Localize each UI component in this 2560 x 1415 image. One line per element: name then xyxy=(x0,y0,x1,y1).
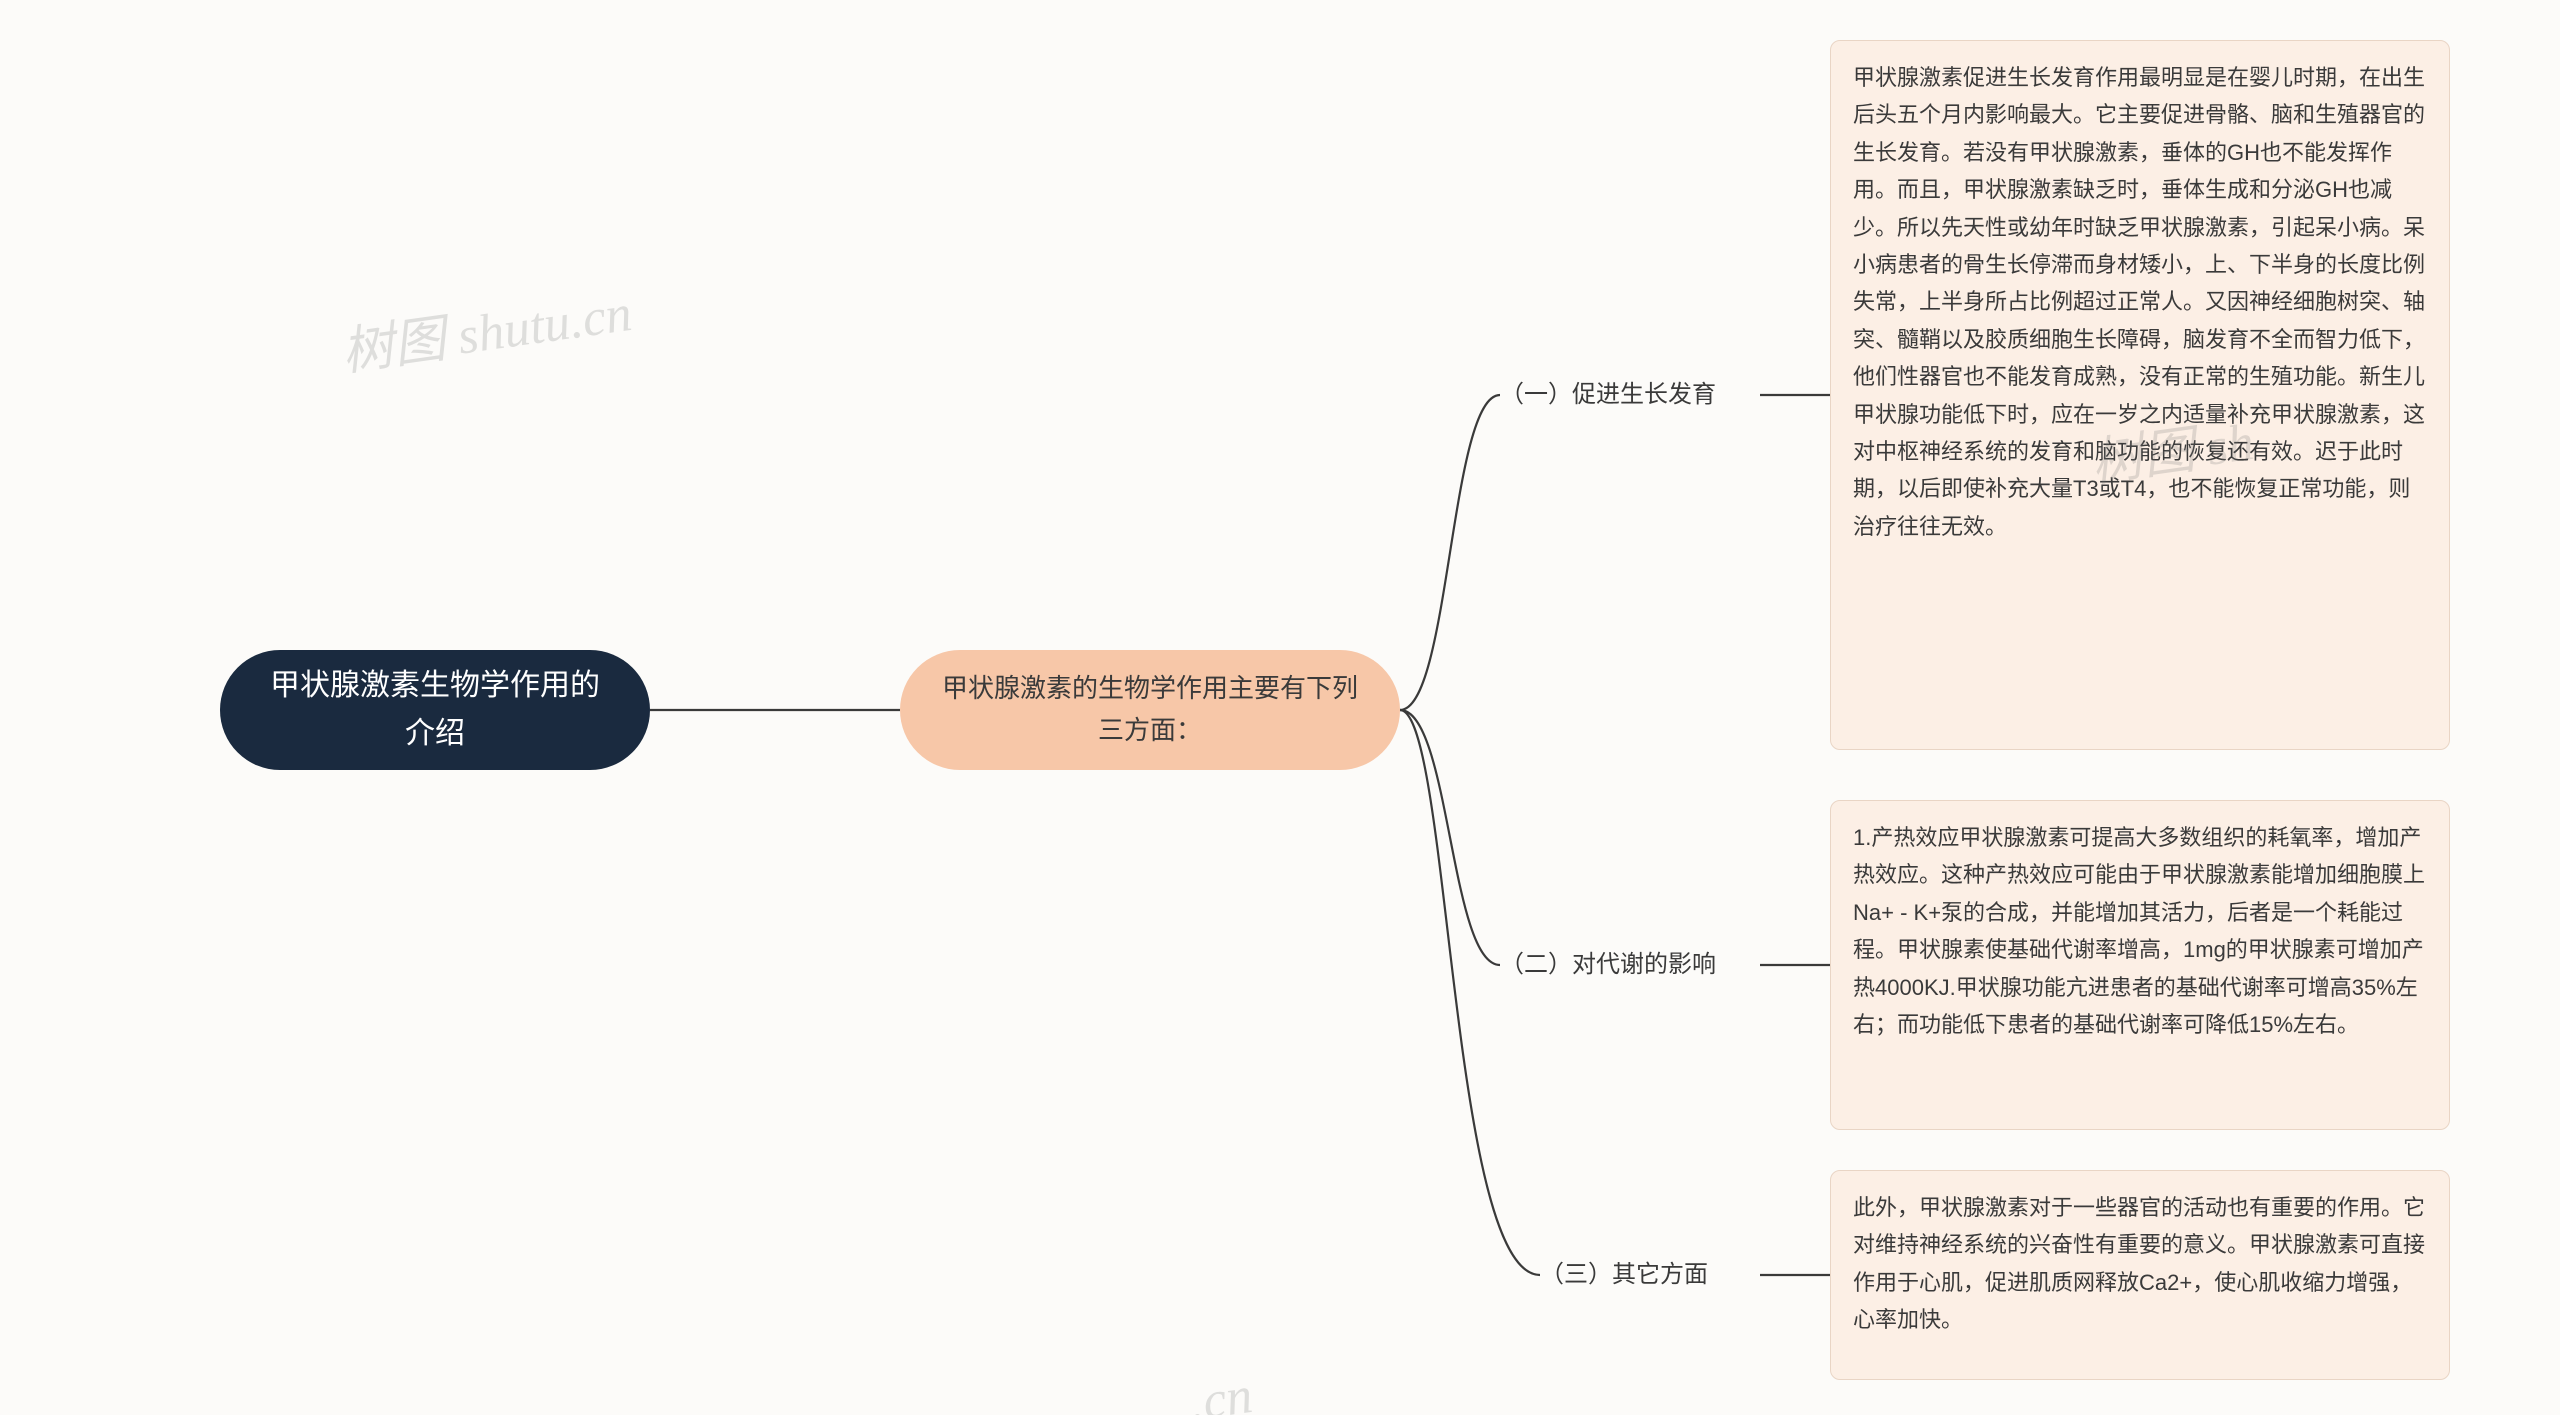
watermark-3: .cn xyxy=(1186,1366,1256,1415)
branch-1-label[interactable]: （一）促进生长发育 xyxy=(1500,370,1760,420)
edge-l1-branch2 xyxy=(1400,710,1500,965)
branch-2-detail-text: 1.产热效应甲状腺激素可提高大多数组织的耗氧率，增加产热效应。这种产热效应可能由… xyxy=(1853,819,2427,1043)
edge-l1-branch1 xyxy=(1400,395,1500,710)
edge-l1-branch3 xyxy=(1400,710,1540,1275)
root-text: 甲状腺激素生物学作用的介绍 xyxy=(260,662,610,758)
branch-3-detail[interactable]: 此外，甲状腺激素对于一些器官的活动也有重要的作用。它对维持神经系统的兴奋性有重要… xyxy=(1830,1170,2450,1380)
branch-3-label-text: （三）其它方面 xyxy=(1540,1256,1708,1294)
branch-1-detail[interactable]: 甲状腺激素促进生长发育作用最明显是在婴儿时期，在出生后头五个月内影响最大。它主要… xyxy=(1830,40,2450,750)
branch-1-detail-text: 甲状腺激素促进生长发育作用最明显是在婴儿时期，在出生后头五个月内影响最大。它主要… xyxy=(1853,59,2427,545)
branch-2-label-text: （二）对代谢的影响 xyxy=(1500,946,1716,984)
branch-3-label[interactable]: （三）其它方面 xyxy=(1540,1250,1760,1300)
branch-2-label[interactable]: （二）对代谢的影响 xyxy=(1500,940,1760,990)
watermark-1: 树图 shutu.cn xyxy=(336,270,635,385)
level1-node[interactable]: 甲状腺激素的生物学作用主要有下列三方面： xyxy=(900,650,1400,770)
watermark-3-text: .cn xyxy=(1186,1367,1255,1415)
watermark-1-text: 树图 shutu.cn xyxy=(338,285,635,382)
level1-text: 甲状腺激素的生物学作用主要有下列三方面： xyxy=(936,668,1364,751)
branch-3-detail-text: 此外，甲状腺激素对于一些器官的活动也有重要的作用。它对维持神经系统的兴奋性有重要… xyxy=(1853,1189,2427,1339)
branch-2-detail[interactable]: 1.产热效应甲状腺激素可提高大多数组织的耗氧率，增加产热效应。这种产热效应可能由… xyxy=(1830,800,2450,1130)
root-node[interactable]: 甲状腺激素生物学作用的介绍 xyxy=(220,650,650,770)
mindmap-canvas: 甲状腺激素生物学作用的介绍 甲状腺激素的生物学作用主要有下列三方面： （一）促进… xyxy=(0,0,2560,1415)
branch-1-label-text: （一）促进生长发育 xyxy=(1500,376,1716,414)
